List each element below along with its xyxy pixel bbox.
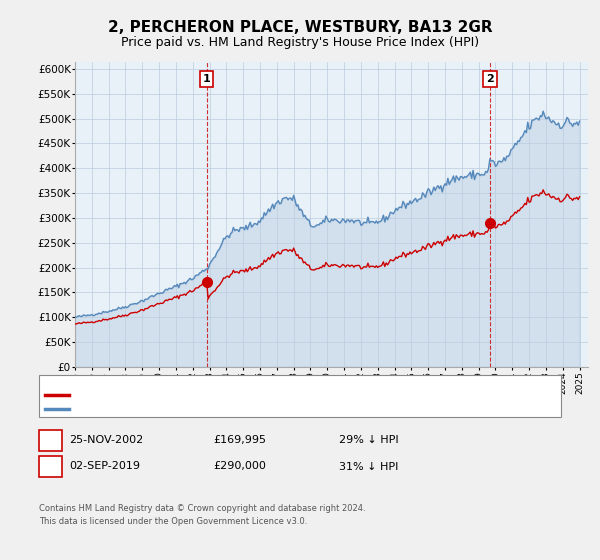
- Text: 2, PERCHERON PLACE, WESTBURY, BA13 2GR (detached house): 2, PERCHERON PLACE, WESTBURY, BA13 2GR (…: [72, 390, 404, 400]
- Text: 1: 1: [46, 433, 55, 447]
- Text: 25-NOV-2002: 25-NOV-2002: [69, 435, 143, 445]
- Text: 2: 2: [486, 74, 494, 84]
- Text: 1: 1: [203, 74, 211, 84]
- Text: 29% ↓ HPI: 29% ↓ HPI: [339, 435, 398, 445]
- Text: Price paid vs. HM Land Registry's House Price Index (HPI): Price paid vs. HM Land Registry's House …: [121, 36, 479, 49]
- Text: HPI: Average price, detached house, Wiltshire: HPI: Average price, detached house, Wilt…: [72, 404, 311, 414]
- Text: £290,000: £290,000: [213, 461, 266, 472]
- Text: 02-SEP-2019: 02-SEP-2019: [69, 461, 140, 472]
- Text: £169,995: £169,995: [213, 435, 266, 445]
- Text: 31% ↓ HPI: 31% ↓ HPI: [339, 461, 398, 472]
- Text: 2: 2: [46, 460, 55, 473]
- Text: 2, PERCHERON PLACE, WESTBURY, BA13 2GR: 2, PERCHERON PLACE, WESTBURY, BA13 2GR: [107, 20, 493, 35]
- Text: Contains HM Land Registry data © Crown copyright and database right 2024.
This d: Contains HM Land Registry data © Crown c…: [39, 504, 365, 525]
